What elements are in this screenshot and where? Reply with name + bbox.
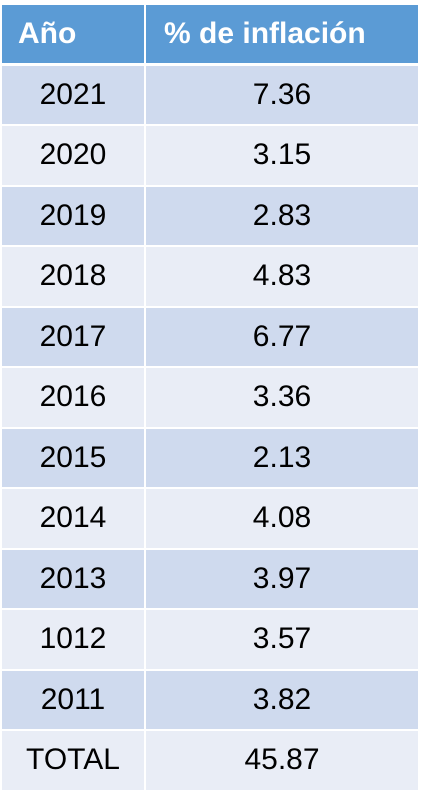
inflation-cell: 3.57 — [146, 610, 418, 671]
total-value: 45.87 — [146, 731, 418, 792]
inflation-cell: 4.08 — [146, 489, 418, 550]
inflation-cell: 7.36 — [146, 65, 418, 126]
header-inflation: % de inflación — [146, 5, 418, 66]
inflation-cell: 3.82 — [146, 670, 418, 731]
year-cell: 2011 — [2, 670, 146, 731]
inflation-cell: 6.77 — [146, 307, 418, 368]
inflation-cell: 3.97 — [146, 549, 418, 610]
year-cell: 2015 — [2, 428, 146, 489]
year-cell: 2018 — [2, 247, 146, 308]
year-cell: 2016 — [2, 368, 146, 429]
inflation-cell: 4.83 — [146, 247, 418, 308]
inflation-cell: 2.83 — [146, 186, 418, 247]
year-cell: 1012 — [2, 610, 146, 671]
year-cell: 2014 — [2, 489, 146, 550]
year-cell: 2019 — [2, 186, 146, 247]
inflation-table: Año % de inflación 2021 7.36 2020 3.15 2… — [2, 5, 418, 792]
inflation-cell: 2.13 — [146, 428, 418, 489]
inflation-cell: 3.36 — [146, 368, 418, 429]
year-cell: 2020 — [2, 126, 146, 187]
total-label: TOTAL — [2, 731, 146, 792]
year-cell: 2021 — [2, 65, 146, 126]
year-cell: 2013 — [2, 549, 146, 610]
inflation-cell: 3.15 — [146, 126, 418, 187]
header-year: Año — [2, 5, 146, 66]
year-cell: 2017 — [2, 307, 146, 368]
